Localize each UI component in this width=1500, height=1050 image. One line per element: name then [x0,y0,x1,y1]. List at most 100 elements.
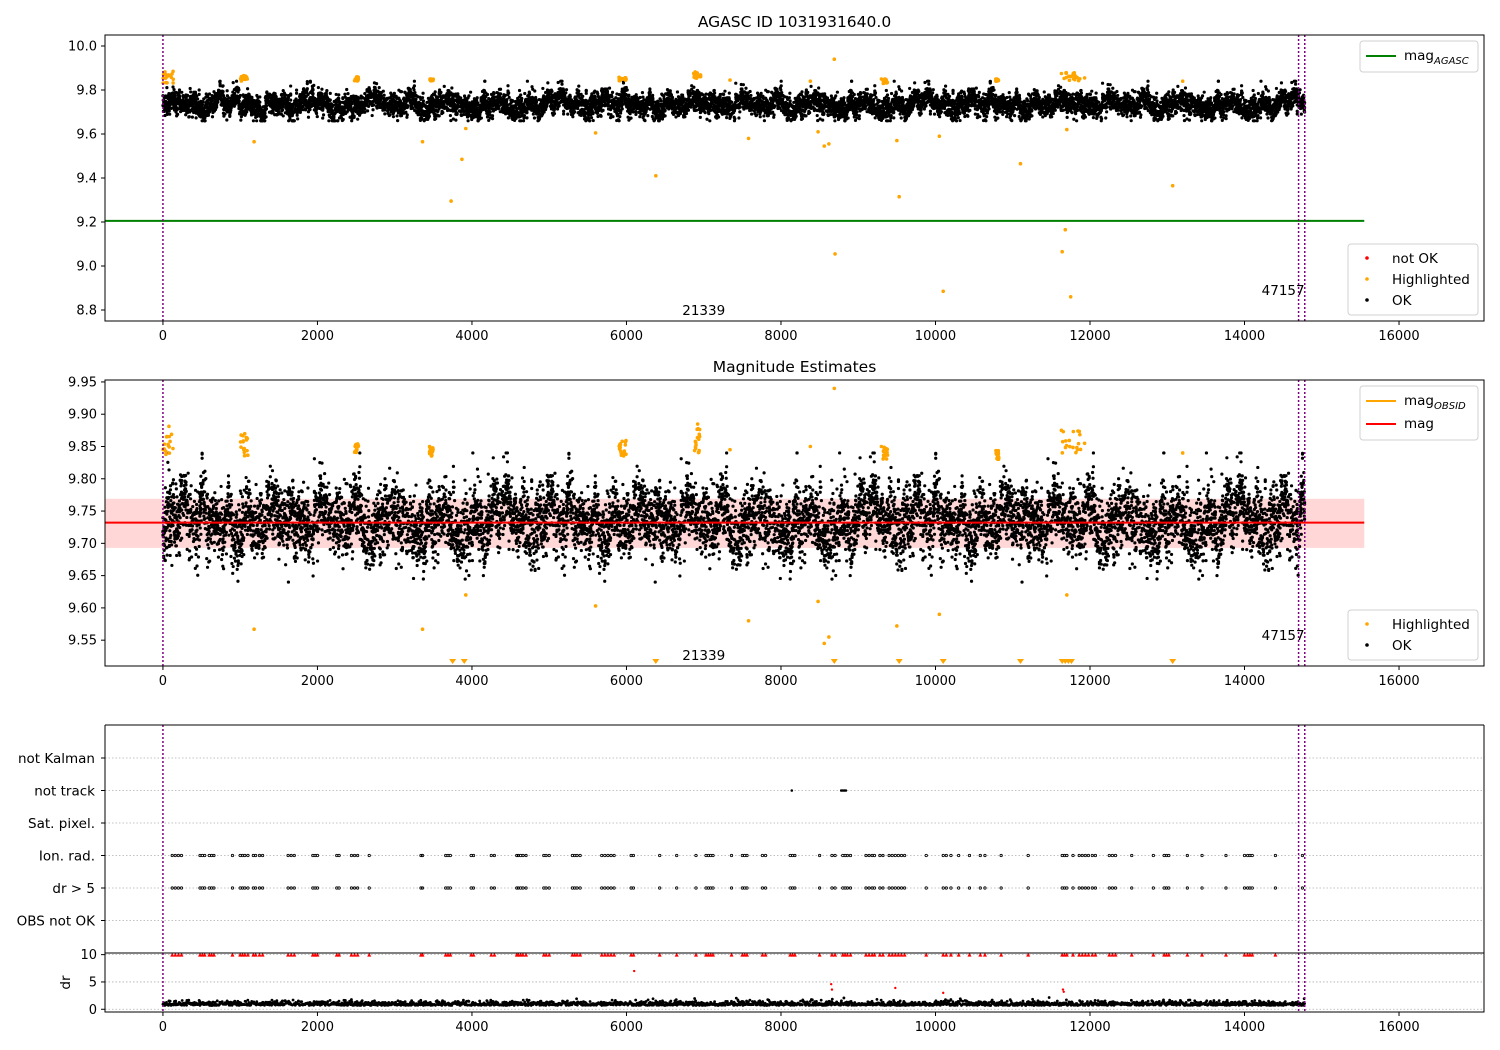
ok-point [454,118,458,122]
ok-point [722,92,726,97]
ok-point [196,97,200,101]
ok-point [455,111,459,115]
ok-point [245,110,249,114]
ok-point [591,118,595,123]
ok-point [371,108,375,112]
ok-point [564,91,568,95]
ok-point [321,116,325,120]
ok-point [577,84,581,88]
ok-point [412,88,416,92]
ok-point [304,99,308,103]
ok-point [172,87,176,92]
ok-point [255,114,259,119]
ok-point [492,92,496,96]
ok-point [663,108,667,112]
ok-point [231,81,235,85]
ok-point [332,116,336,120]
ok-point [225,89,229,93]
ok-point [180,90,184,94]
ok-point [187,115,191,119]
ok-point [284,93,288,97]
ok-point [750,112,754,116]
ok-point [483,79,487,83]
ok-point [292,119,296,123]
ok-point [383,108,387,112]
ok-point [439,90,443,94]
ok-point [218,82,222,86]
agasc-plot-area [105,35,1365,321]
ok-point [448,113,453,118]
ok-point [525,79,530,83]
ok-point [341,117,345,122]
ok-point [523,91,527,96]
ok-point [197,88,201,92]
ok-point [223,112,227,116]
ok-point [382,93,386,97]
ok-point [306,115,311,119]
ok-point [184,113,188,117]
ok-point [601,108,605,112]
ok-point [427,114,432,118]
ok-point [800,90,804,94]
ok-point [314,111,319,116]
ok-point [773,104,777,108]
ok-point [316,85,320,90]
ok-point [725,116,729,120]
ok-point [708,119,712,123]
ok-point [201,100,205,104]
ok-point [294,88,299,92]
ok-point [263,119,267,123]
ok-point [441,110,445,115]
ok-point [383,112,387,116]
ok-point [377,86,381,90]
ok-point [181,95,186,99]
ok-point [210,99,214,103]
ok-point [226,99,231,103]
ok-point [450,86,454,90]
ok-point [311,88,315,92]
ok-point [479,116,483,120]
ok-point [566,112,570,116]
ok-point [328,98,332,102]
ok-point [744,86,748,90]
ok-point [599,114,603,118]
ok-point [325,89,329,93]
ok-point [560,79,564,83]
ok-point [239,118,243,122]
ok-point [620,107,624,111]
ok-point [698,115,702,120]
ok-point [522,114,527,118]
ok-point [703,111,707,115]
ok-point [651,93,655,97]
ok-point [475,96,479,100]
ok-point [442,84,446,88]
ok-point [281,89,285,93]
ok-point [734,81,738,85]
ok-point [541,86,545,91]
ok-point [200,103,205,107]
ok-point [520,96,524,100]
ok-point [420,96,425,100]
ok-point [336,119,340,123]
ok-point [521,119,526,123]
ok-point [352,114,356,118]
ok-point [758,115,762,119]
ok-point [305,87,309,91]
ok-point [289,93,293,97]
ok-point [646,114,650,118]
ok-point [189,90,193,94]
ok-point [596,92,600,96]
ok-point [237,99,241,103]
ok-point [625,88,629,92]
ok-point [617,119,621,123]
ok-point [618,115,622,119]
ok-point [730,100,734,104]
ok-point [788,91,792,95]
ok-point [498,92,503,96]
ok-point [762,119,767,123]
ok-point [302,87,306,91]
ok-point [507,95,511,100]
ok-point [640,91,645,95]
ok-point [490,117,495,121]
